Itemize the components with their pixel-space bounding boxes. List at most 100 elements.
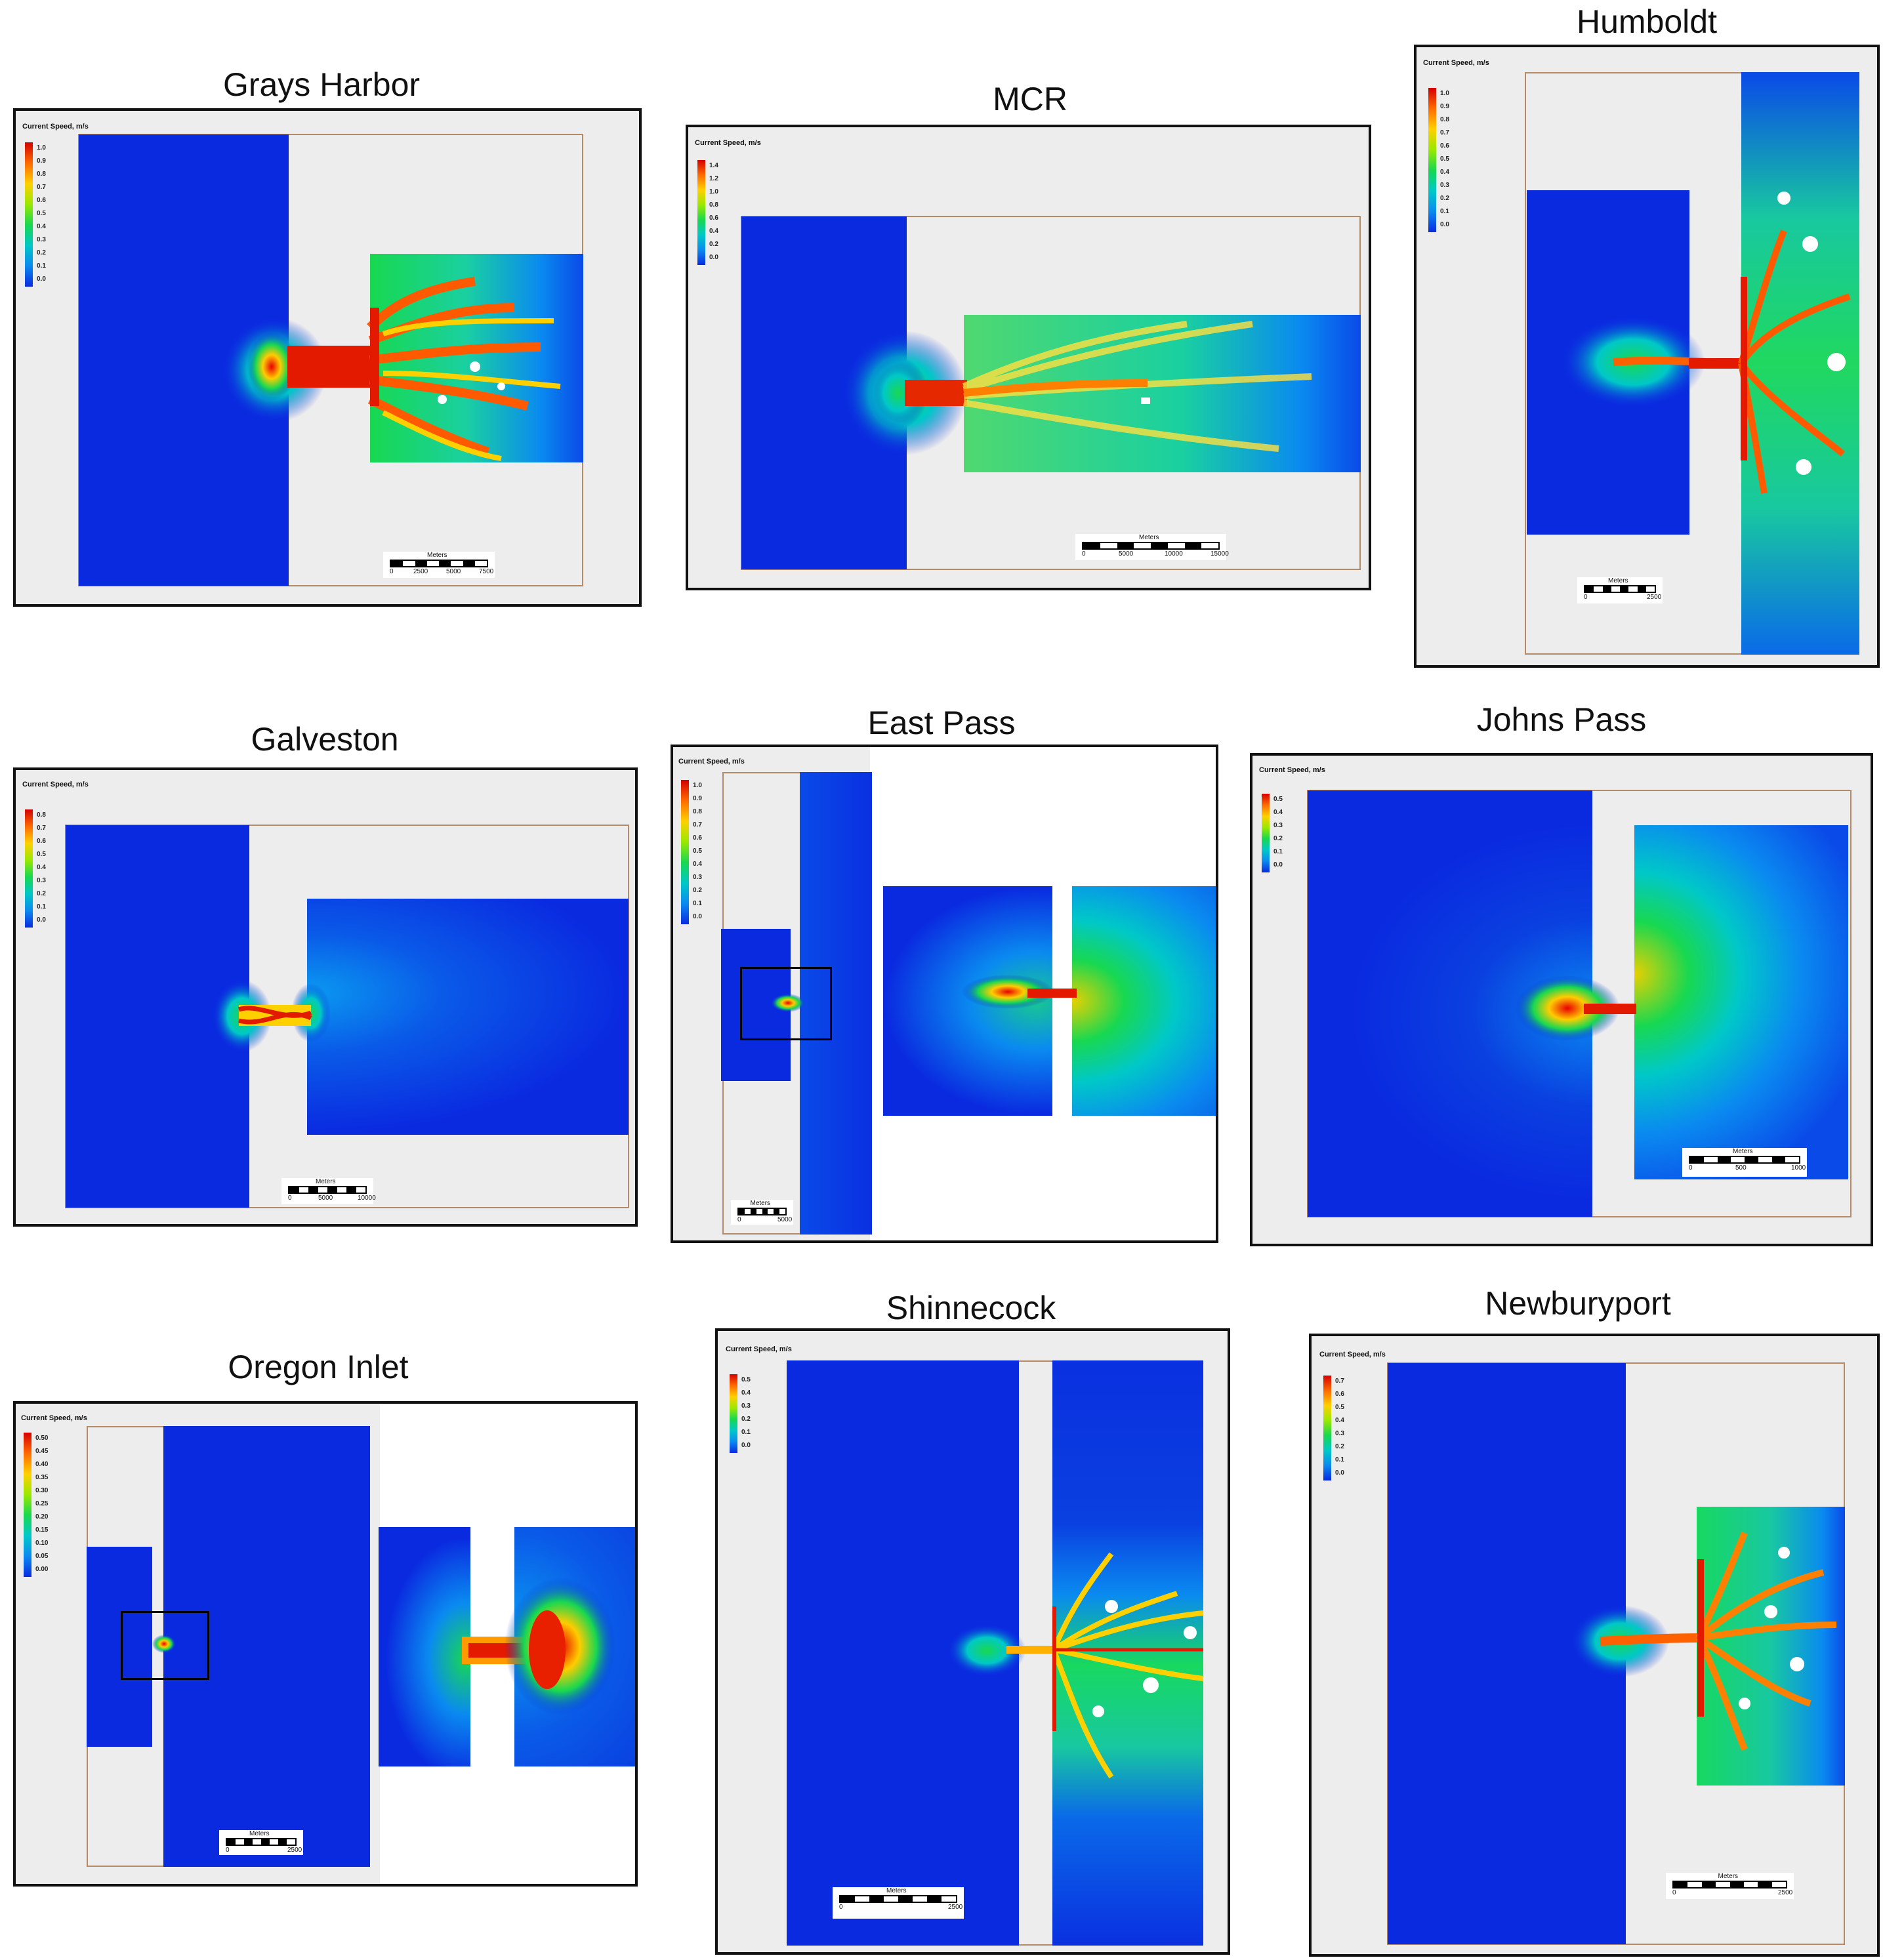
current-field-mcr [842, 321, 1312, 455]
scale-bar-segment [270, 1839, 278, 1845]
scale-bar: Meters 0 2500 [1666, 1873, 1794, 1899]
legend-tick-label: 0.2 [709, 241, 718, 248]
scale-bar-tick-label: 5000 [777, 1216, 793, 1223]
scale-bar-segment [337, 1187, 346, 1193]
bay-region [1634, 825, 1848, 1179]
title-grays-harbor: Grays Harbor [222, 66, 421, 103]
scale-bar-segment [1628, 586, 1638, 592]
legend-tick-label: 0.6 [1335, 1391, 1344, 1398]
legend-tick-label: 0.20 [35, 1513, 49, 1521]
title-shinnecock: Shinnecock [886, 1290, 1056, 1326]
legend-tick-label: 0.4 [1335, 1417, 1344, 1424]
scale-bar-segments [288, 1186, 367, 1194]
legend-tick-label: 0.6 [37, 197, 46, 204]
scale-bar-segment [463, 561, 475, 566]
legend-tick-label: 1.0 [37, 144, 46, 152]
legend-tick-label: 0.0 [1273, 861, 1283, 868]
panel-mcr: Current Speed, m/s 1.4 1.2 1.0 0.8 0.6 0.4 0.2… [686, 125, 1371, 590]
scale-bar-segment [318, 1187, 327, 1193]
scale-bar-segment [1602, 586, 1611, 592]
legend-tick-label: 0.6 [37, 838, 46, 845]
scale-bar-segment [278, 1839, 287, 1845]
current-field-newburyport [1571, 1532, 1837, 1751]
scale-bar-segment [1716, 1882, 1730, 1887]
legend-tick-label: 0.45 [35, 1448, 49, 1455]
scale-bar-title: Meters [1139, 534, 1159, 541]
scale-bar-segment [1645, 586, 1655, 592]
scale-bar-title: Meters [750, 1200, 771, 1207]
legend-tick-label: 0.3 [741, 1402, 751, 1410]
panel-east-pass: Current Speed, m/s 1.0 0.9 0.8 0.7 0.6 0.5 0.4… [671, 745, 1218, 1243]
scale-bar-title: Meters [1718, 1873, 1739, 1880]
scale-bar-segment [1687, 1882, 1702, 1887]
scale-bar: Meters 0 2500 [833, 1887, 964, 1919]
scale-bar-segment [1758, 1882, 1772, 1887]
legend-tick-label: 0.6 [693, 834, 702, 842]
legend-title: Current Speed, m/s [726, 1345, 792, 1353]
scale-bar-segment [774, 1209, 780, 1214]
scale-bar-segment [289, 1187, 299, 1193]
legend-tick-label: 1.0 [709, 188, 718, 195]
panel-newburyport: Current Speed, m/s 0.7 0.6 0.5 0.4 0.3 0.2 0.1… [1309, 1334, 1880, 1957]
scale-bar-segment [1100, 543, 1117, 548]
scale-bar-segment [253, 1839, 261, 1845]
legend-tick-label: 0.2 [693, 887, 702, 894]
legend-tick-label: 0.9 [1440, 103, 1449, 110]
legend-tick-label: 0.5 [1440, 155, 1449, 163]
scale-bar-title: Meters [316, 1178, 336, 1185]
scale-bar-segment [1771, 1157, 1786, 1162]
scale-bar-segment [942, 1896, 956, 1902]
panel-galveston: Current Speed, m/s 0.8 0.7 0.6 0.5 0.4 0.3 0.2… [13, 767, 638, 1227]
legend-tick-label: 0.3 [37, 877, 46, 884]
scale-bar-title: Meters [249, 1830, 270, 1837]
scale-bar-segment [327, 1187, 337, 1193]
scale-bar-segment [840, 1896, 855, 1902]
legend-tick-label: 0.10 [35, 1540, 49, 1547]
panel-johns-pass: Current Speed, m/s 0.5 0.4 0.3 0.2 0.1 0.0 Me… [1250, 753, 1873, 1246]
legend-tick-label: 1.0 [693, 782, 702, 789]
scale-bar-segment [1184, 543, 1202, 548]
zoom-bay-region [1072, 886, 1216, 1116]
legend-tick-label: 0.5 [693, 847, 702, 855]
color-ramp [1323, 1376, 1331, 1480]
legend-tick-label: 0.2 [1273, 835, 1283, 842]
scale-bar-segment [236, 1839, 244, 1845]
scale-bar-segment [1743, 1882, 1758, 1887]
legend-tick-label: 0.15 [35, 1526, 49, 1534]
legend-tick-label: 0.40 [35, 1461, 49, 1468]
current-field-oregon-inlet-zoom [462, 1578, 616, 1715]
scale-bar-segment [1758, 1157, 1772, 1162]
scale-bar-tick-label: 5000 [318, 1194, 333, 1202]
legend-tick-label: 0.05 [35, 1553, 49, 1560]
legend-tick-label: 0.8 [37, 811, 46, 819]
legend-tick-label: 0.1 [741, 1429, 751, 1436]
legend-tick-label: 0.3 [1440, 182, 1449, 189]
current-field-humboldt [1561, 192, 1851, 494]
legend-title: Current Speed, m/s [695, 139, 761, 147]
color-ramp [24, 1433, 31, 1577]
scale-bar-segment [1083, 543, 1100, 548]
scale-bar-segment [1729, 1882, 1744, 1887]
legend-tick-label: 0.0 [37, 916, 46, 924]
scale-bar-segment [1134, 543, 1151, 548]
scale-bar-segment [1594, 586, 1603, 592]
scale-bar: Meters 0 2500 [219, 1830, 303, 1855]
sound-region [87, 1547, 152, 1747]
scale-bar-segment [1701, 1882, 1716, 1887]
scale-bar-segment [1703, 1157, 1718, 1162]
current-field-galveston [213, 980, 331, 1052]
scale-bar-title: Meters [427, 552, 447, 559]
legend-title: Current Speed, m/s [1319, 1351, 1386, 1358]
scale-bar-segment [1637, 586, 1646, 592]
legend-title: Current Speed, m/s [1423, 59, 1489, 67]
scale-bar-segment [884, 1896, 898, 1902]
scale-bar-segments [839, 1895, 957, 1903]
scale-bar-segment [913, 1896, 927, 1902]
scale-bar-segment [356, 1187, 365, 1193]
scale-bar-title: Meters [1733, 1148, 1753, 1155]
scale-bar-tick-label: 10000 [358, 1194, 376, 1202]
legend-tick-label: 0.8 [693, 808, 702, 815]
scale-bar-segment [346, 1187, 356, 1193]
color-ramp [1428, 88, 1436, 232]
legend-tick-label: 0.30 [35, 1487, 49, 1494]
